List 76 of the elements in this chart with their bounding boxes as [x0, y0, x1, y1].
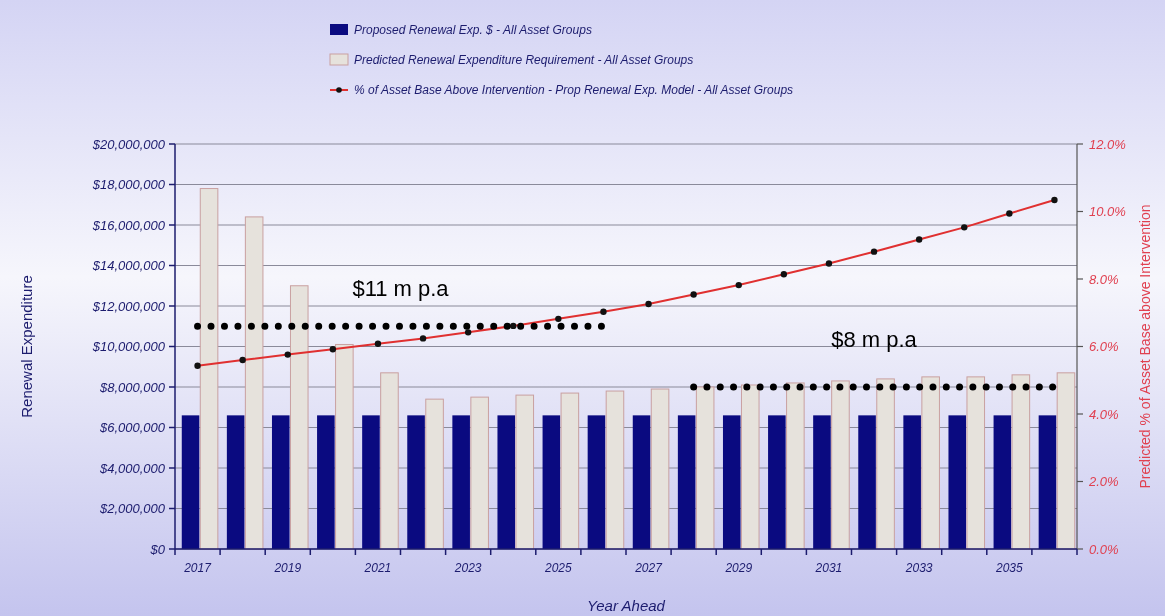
bar: [362, 415, 380, 549]
bar: [407, 415, 425, 549]
bar: [768, 415, 786, 549]
x-tick-label: 2033: [904, 561, 933, 575]
bar: [1056, 372, 1076, 550]
bar: [317, 415, 335, 549]
y2-tick-label: 4.0%: [1089, 406, 1119, 422]
y-tick-label: $6,000,000: [98, 420, 166, 436]
bar: [695, 386, 715, 550]
y2-tick-label: 0.0%: [1089, 541, 1119, 557]
bar: [786, 382, 805, 550]
bar: [470, 396, 489, 550]
bar: [650, 388, 670, 550]
annotation: $8 m p.a: [831, 327, 918, 352]
x-tick-label: 2019: [273, 561, 302, 575]
y2-tick-label: 2.0%: [1088, 474, 1119, 490]
bar: [876, 378, 895, 550]
bar: [921, 376, 940, 550]
y2-tick-label: 10.0%: [1089, 204, 1126, 220]
bar: [587, 415, 606, 549]
legend-label: Predicted Renewal Expenditure Requirement - All Asset Groups: [354, 53, 694, 68]
bar: [903, 415, 921, 549]
legend-label: % of Asset Base Above Intervention - Prop Renewal Exp. Model - All Asset Groups: [354, 83, 794, 98]
bar: [452, 415, 470, 549]
x-tick-label: 2035: [995, 561, 1024, 575]
bar: [181, 415, 200, 549]
y-tick-label: $10,000,000: [91, 339, 166, 355]
y-tick-label: $14,000,000: [91, 258, 166, 274]
bar: [560, 392, 580, 550]
bar: [199, 188, 219, 550]
bar: [632, 415, 651, 549]
bar: [858, 415, 876, 549]
bar: [813, 415, 831, 549]
y-tick-label: $16,000,000: [91, 217, 166, 233]
y-tick-label: $12,000,000: [91, 298, 166, 314]
bar: [380, 372, 399, 550]
y-tick-label: $0: [149, 541, 166, 557]
x-tick-label: 2021: [363, 561, 392, 575]
annotation: $11 m p.a: [352, 276, 450, 302]
bar: [831, 380, 850, 550]
y-tick-label: $20,000,000: [91, 136, 166, 152]
bar: [226, 415, 245, 549]
bar: [425, 398, 444, 550]
x-tick-label: 2025: [544, 561, 573, 575]
bar: [605, 390, 625, 550]
x-tick-label: 2031: [814, 561, 843, 575]
x-tick-label: 2017: [183, 561, 213, 575]
bar: [244, 216, 264, 550]
bar: [515, 394, 535, 550]
bar: [271, 415, 290, 549]
y2-tick-label: 12.0%: [1089, 136, 1126, 152]
bar: [1011, 374, 1031, 550]
bar: [1038, 415, 1057, 549]
legend-label: Proposed Renewal Exp. $ - All Asset Groups: [354, 23, 592, 38]
bar: [948, 415, 967, 549]
bar: [335, 343, 354, 550]
x-tick-label: 2027: [634, 561, 664, 575]
bar: [542, 415, 561, 549]
y-tick-label: $18,000,000: [91, 177, 166, 193]
y2-axis-title: Predicted % of Asset Base above Intervention: [1137, 204, 1153, 489]
y-tick-label: $2,000,000: [98, 501, 166, 517]
bar: [677, 415, 696, 549]
x-tick-label: 2029: [724, 561, 753, 575]
y2-tick-label: 6.0%: [1089, 339, 1119, 355]
bar: [722, 415, 741, 549]
x-axis-title: Year Ahead: [587, 597, 666, 614]
bar: [497, 415, 516, 549]
bar: [993, 415, 1012, 549]
y-tick-label: $8,000,000: [98, 379, 166, 395]
y-axis-title: Renewal Expenditure: [18, 275, 35, 418]
y-tick-label: $4,000,000: [98, 460, 166, 476]
x-tick-label: 2023: [453, 561, 482, 575]
y2-tick-label: 8.0%: [1089, 271, 1119, 287]
bar: [740, 384, 760, 550]
bar: [966, 376, 986, 550]
bar: [289, 285, 309, 550]
